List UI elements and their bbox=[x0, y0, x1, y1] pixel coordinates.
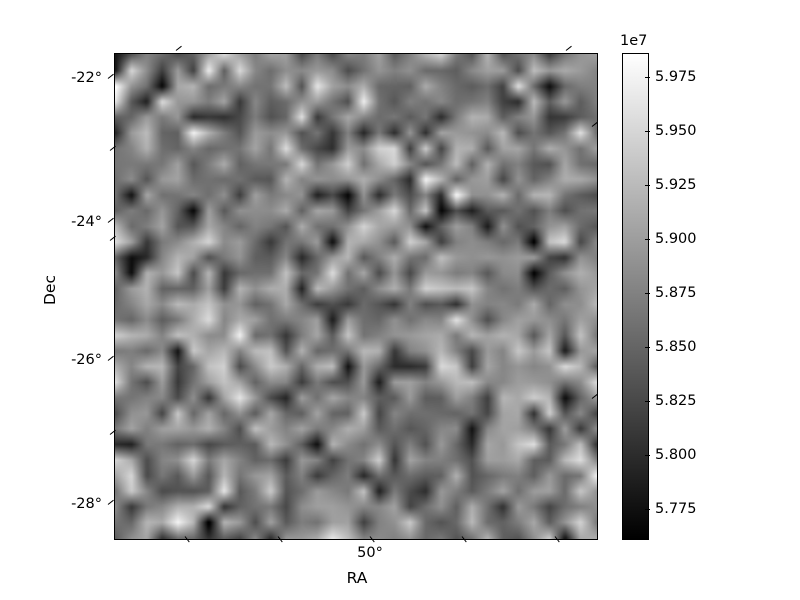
y-tick-label-4: -28° bbox=[71, 496, 102, 512]
colorbar-offset-label: 1e7 bbox=[620, 33, 648, 49]
sky-image-heatmap bbox=[115, 54, 597, 539]
colorbar-tick-mark bbox=[645, 347, 650, 348]
y-tick-mark bbox=[107, 217, 114, 223]
colorbar-tick-mark bbox=[645, 185, 650, 186]
colorbar-tick-label-8: 5.800 bbox=[655, 447, 697, 463]
colorbar-tick-label-4: 5.900 bbox=[655, 231, 697, 247]
colorbar-tick-mark bbox=[645, 401, 650, 402]
x-axis-title: RA bbox=[346, 569, 368, 587]
y-tick-label-2: -24° bbox=[71, 214, 102, 230]
colorbar-tick-mark bbox=[645, 455, 650, 456]
colorbar-tick-mark bbox=[645, 293, 650, 294]
y-tick-label-3: -26° bbox=[71, 352, 102, 368]
sky-image-axes[interactable] bbox=[114, 53, 598, 540]
top-tick-mark bbox=[565, 45, 572, 51]
y-tick-mark bbox=[107, 73, 114, 79]
colorbar-tick-mark bbox=[645, 77, 650, 78]
colorbar[interactable] bbox=[622, 53, 649, 540]
colorbar-tick-label-3: 5.925 bbox=[655, 177, 697, 193]
colorbar-tick-mark bbox=[645, 509, 650, 510]
colorbar-tick-label-7: 5.825 bbox=[655, 393, 697, 409]
y-tick-label-1: -22° bbox=[71, 70, 102, 86]
y-tick-mark bbox=[107, 499, 114, 505]
colorbar-tick-label-2: 5.950 bbox=[655, 123, 697, 139]
colorbar-tick-mark bbox=[645, 239, 650, 240]
colorbar-tick-label-9: 5.775 bbox=[655, 501, 697, 517]
colorbar-tick-label-6: 5.850 bbox=[655, 339, 697, 355]
y-axis-title: Dec bbox=[41, 275, 59, 305]
y-tick-mark bbox=[107, 355, 114, 361]
x-tick-label-1: 50° bbox=[357, 545, 383, 561]
top-tick-mark bbox=[175, 45, 182, 51]
colorbar-tick-mark bbox=[645, 131, 650, 132]
colorbar-tick-label-5: 5.875 bbox=[655, 285, 697, 301]
colorbar-tick-label-1: 5.975 bbox=[655, 69, 697, 85]
